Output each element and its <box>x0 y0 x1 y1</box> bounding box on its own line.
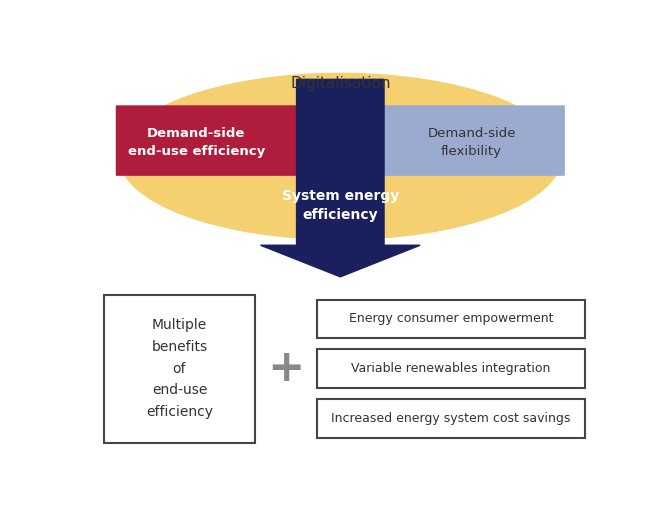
Ellipse shape <box>119 73 562 239</box>
FancyBboxPatch shape <box>317 399 585 438</box>
Text: Demand-side
flexibility: Demand-side flexibility <box>427 127 516 158</box>
Text: Demand-side
end-use efficiency: Demand-side end-use efficiency <box>127 127 265 158</box>
FancyBboxPatch shape <box>104 294 256 443</box>
FancyBboxPatch shape <box>317 300 585 338</box>
Text: Digitalisation: Digitalisation <box>290 76 390 91</box>
Text: Energy consumer empowerment: Energy consumer empowerment <box>349 312 553 325</box>
Polygon shape <box>260 80 420 277</box>
Text: Variable renewables integration: Variable renewables integration <box>351 362 550 375</box>
Text: System energy
efficiency: System energy efficiency <box>282 189 399 223</box>
Polygon shape <box>356 106 564 175</box>
Text: +: + <box>268 347 305 390</box>
Text: Increased energy system cost savings: Increased energy system cost savings <box>331 412 570 425</box>
FancyBboxPatch shape <box>317 349 585 388</box>
Polygon shape <box>116 106 325 175</box>
Text: Multiple
benefits
of
end-use
efficiency: Multiple benefits of end-use efficiency <box>146 318 213 419</box>
